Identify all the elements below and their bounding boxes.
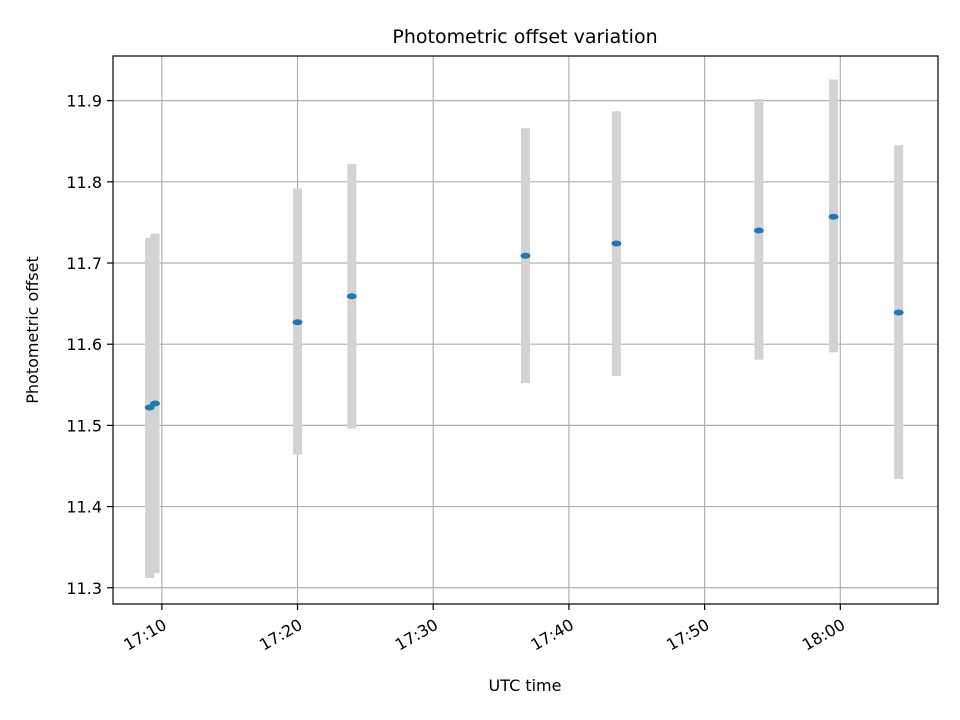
data-point bbox=[346, 293, 357, 300]
data-point bbox=[520, 252, 531, 259]
data-point bbox=[828, 213, 839, 220]
data-point bbox=[753, 227, 764, 234]
data-point bbox=[893, 309, 904, 316]
y-tick-label: 11.9 bbox=[66, 92, 102, 111]
data-point bbox=[611, 240, 622, 247]
y-tick-label: 11.8 bbox=[66, 173, 102, 192]
data-point bbox=[144, 404, 155, 411]
x-axis-label: UTC time bbox=[489, 676, 562, 695]
y-tick-label: 11.6 bbox=[66, 335, 102, 354]
data-point bbox=[292, 319, 303, 326]
y-axis-ticks: 11.3 11.4 11.5 11.6 11.7 11.8 11.9 bbox=[66, 92, 113, 598]
y-axis-label: Photometric offset bbox=[23, 256, 42, 404]
chart-title: Photometric offset variation bbox=[392, 26, 657, 48]
y-tick-label: 11.3 bbox=[66, 579, 102, 598]
data-point bbox=[150, 400, 161, 407]
y-tick-label: 11.4 bbox=[66, 498, 102, 517]
y-tick-label: 11.7 bbox=[66, 254, 102, 273]
grid-layer bbox=[113, 56, 938, 604]
point-layer bbox=[144, 213, 904, 411]
y-tick-label: 11.5 bbox=[66, 416, 102, 435]
plot-frame bbox=[112, 55, 939, 605]
